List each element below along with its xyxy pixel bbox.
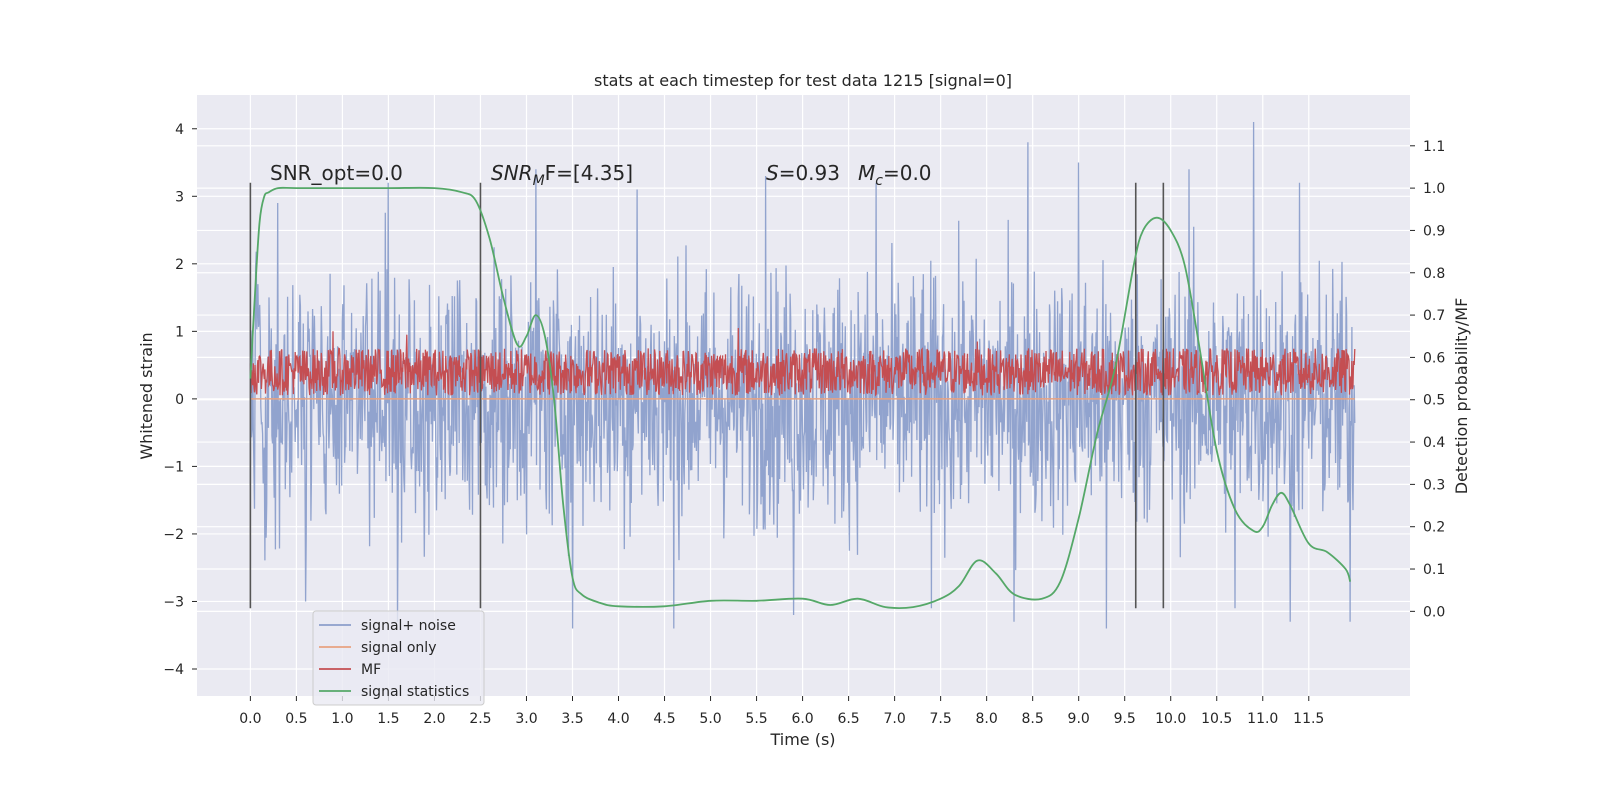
x-tick-label-16: 8.0 <box>976 711 998 727</box>
x-tick-label-21: 10.5 <box>1201 711 1232 727</box>
annotation-snr-opt: SNR_opt=0.0 <box>270 161 403 185</box>
mf-line <box>249 327 1356 397</box>
y2-tick-label-5: 0.5 <box>1423 393 1445 409</box>
chart-title: stats at each timestep for test data 121… <box>594 71 1012 90</box>
y-tick-label-1: −3 <box>163 594 184 610</box>
x-tick-label-8: 4.0 <box>607 711 629 727</box>
x-tick-label-19: 9.5 <box>1114 711 1136 727</box>
x-tick-label-10: 5.0 <box>699 711 721 727</box>
x-tick-label-6: 3.0 <box>515 711 537 727</box>
annotation-snr-mf-prefix: SNR <box>491 161 533 185</box>
y2-tick-label-11: 1.1 <box>1423 139 1445 155</box>
x-tick-label-2: 1.0 <box>331 711 353 727</box>
x-tick-label-17: 8.5 <box>1022 711 1044 727</box>
x-tick-label-9: 4.5 <box>653 711 675 727</box>
y2-tick-label-8: 0.8 <box>1423 266 1445 282</box>
y-tick-label-6: 2 <box>175 257 184 273</box>
y-tick-label-2: −2 <box>163 527 184 543</box>
x-tick-label-4: 2.0 <box>423 711 445 727</box>
y2-tick-label-0: 0.0 <box>1423 604 1445 620</box>
y-tick-label-4: 0 <box>175 392 184 408</box>
y2-tick-label-6: 0.6 <box>1423 350 1445 366</box>
y2-tick-label-9: 0.9 <box>1423 223 1445 239</box>
mf-series <box>249 327 1356 397</box>
y-tick-label-8: 4 <box>175 122 184 138</box>
annotation-s-mc: S=0.93 Mc=0.0 <box>766 161 932 189</box>
legend-entry-signal-statistics: signal statistics <box>361 684 469 700</box>
annotation-snr-mf: SNRMF=[4.35] <box>491 161 633 189</box>
annotation-snr-mf-suffix: F=[4.35] <box>545 161 633 185</box>
x-tick-label-14: 7.0 <box>883 711 905 727</box>
y-tick-label-3: −1 <box>163 459 184 475</box>
y2-axis-label: Detection probability/MF <box>1452 298 1471 495</box>
y-axis-ticks: −4 −3 −2 −1 0 1 2 3 4 <box>163 122 197 678</box>
x-tick-label-18: 9.0 <box>1068 711 1090 727</box>
y-tick-label-7: 3 <box>175 189 184 205</box>
x-axis-label: Time (s) <box>769 730 835 749</box>
y2-tick-label-7: 0.7 <box>1423 308 1445 324</box>
signal-statistics-series <box>249 186 1352 610</box>
legend-box <box>312 610 485 706</box>
x-tick-label-5: 2.5 <box>469 711 491 727</box>
x-tick-label-7: 3.5 <box>561 711 583 727</box>
x-tick-label-13: 6.5 <box>837 711 859 727</box>
x-tick-label-12: 6.0 <box>791 711 813 727</box>
x-tick-label-23: 11.5 <box>1293 711 1324 727</box>
x-tick-label-11: 5.5 <box>745 711 767 727</box>
annotation-mc-value: =0.0 <box>883 161 932 185</box>
legend-entry-signal-only: signal only <box>361 640 436 656</box>
annotation-snr-mf-sub: M <box>533 173 545 189</box>
y2-tick-label-2: 0.2 <box>1423 520 1445 536</box>
x-tick-label-15: 7.5 <box>929 711 951 727</box>
y2-tick-label-10: 1.0 <box>1423 181 1445 197</box>
annotation-s-prefix: S <box>766 161 779 185</box>
x-axis-ticks: 0.0 0.5 1.0 1.5 2.0 2.5 3.0 3.5 4.0 4.5 5.0 5.5 6.0 6… <box>239 696 1324 727</box>
x-tick-label-22: 11.0 <box>1247 711 1278 727</box>
x-tick-label-20: 10.0 <box>1155 711 1186 727</box>
annotation-s-value: =0.93 <box>779 161 840 185</box>
y2-tick-label-4: 0.4 <box>1423 435 1445 451</box>
y2-tick-label-1: 0.1 <box>1423 562 1445 578</box>
y-tick-label-5: 1 <box>175 324 184 340</box>
x-tick-label-0: 0.0 <box>239 711 261 727</box>
y-tick-label-0: −4 <box>163 662 184 678</box>
signal-statistics-line <box>249 186 1352 610</box>
legend: signal+ noise signal only MF signal stat… <box>312 610 485 706</box>
x-tick-label-3: 1.5 <box>377 711 399 727</box>
legend-entry-signal-noise: signal+ noise <box>361 618 456 634</box>
y2-axis-ticks: 0.0 0.1 0.2 0.3 0.4 0.5 0.6 0.7 0.8 0.9 1.0 1.1 <box>1410 139 1445 620</box>
legend-entry-mf: MF <box>361 662 381 678</box>
y2-tick-label-3: 0.3 <box>1423 477 1445 493</box>
annotation-mc-prefix: M <box>858 161 875 185</box>
x-tick-label-1: 0.5 <box>285 711 307 727</box>
annotation-mc-sub: c <box>875 173 883 189</box>
y-axis-label: Whitened strain <box>137 332 156 459</box>
